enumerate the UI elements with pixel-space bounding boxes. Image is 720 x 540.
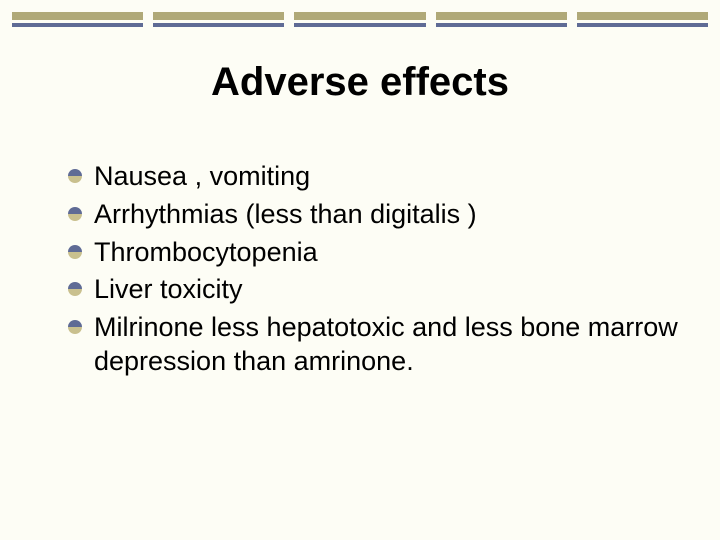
bar-thin [577,23,708,27]
bullet-list: Nausea , vomiting Arrhythmias (less than… [68,160,680,383]
bar-group [436,12,567,27]
list-item-text: Thrombocytopenia [94,236,318,270]
bar-thin [153,23,284,27]
bar-thick [577,12,708,20]
list-item-text: Nausea , vomiting [94,160,310,194]
bullet-icon [68,320,82,334]
bar-group [577,12,708,27]
bar-group [153,12,284,27]
bullet-icon [68,282,82,296]
bullet-icon [68,245,82,259]
bar-thick [12,12,143,20]
list-item: Thrombocytopenia [68,236,680,270]
bar-thin [436,23,567,27]
bar-group [294,12,425,27]
list-item: Arrhythmias (less than digitalis ) [68,198,680,232]
bullet-icon [68,207,82,221]
bar-thin [12,23,143,27]
bullet-icon [68,169,82,183]
list-item: Nausea , vomiting [68,160,680,194]
list-item-text: Arrhythmias (less than digitalis ) [94,198,477,232]
bar-thick [294,12,425,20]
decorative-bars [12,12,708,27]
slide-title: Adverse effects [0,60,720,105]
bar-group [12,12,143,27]
list-item-text: Liver toxicity [94,273,243,307]
bar-thick [153,12,284,20]
list-item: Liver toxicity [68,273,680,307]
list-item-text: Milrinone less hepatotoxic and less bone… [94,311,680,379]
list-item: Milrinone less hepatotoxic and less bone… [68,311,680,379]
bar-thick [436,12,567,20]
bar-thin [294,23,425,27]
